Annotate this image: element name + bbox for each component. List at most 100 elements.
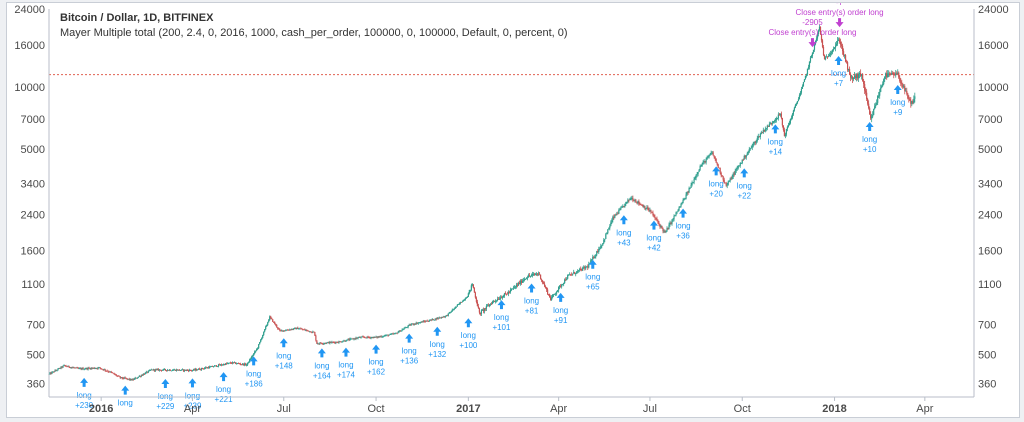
candle-body <box>55 370 57 372</box>
candle-body <box>504 293 507 295</box>
candle-body <box>558 286 560 291</box>
candle-body <box>422 321 424 323</box>
long-entry-profit: +162 <box>367 368 386 377</box>
candle-body <box>183 369 186 371</box>
candle-body <box>897 72 899 75</box>
candle-body <box>276 324 278 328</box>
y-tick-label-left: 7000 <box>21 114 45 126</box>
candle-body <box>852 76 854 80</box>
close-order-label: Close entry(s) order long <box>768 28 856 37</box>
candle-body <box>255 350 257 352</box>
candle-body <box>409 324 411 326</box>
candle-body <box>730 178 732 180</box>
candle-body <box>215 365 218 367</box>
candle-body <box>96 368 98 369</box>
candle-body <box>72 367 74 369</box>
candle-body <box>698 169 700 173</box>
candle-body <box>647 207 649 211</box>
candle-body <box>365 337 367 339</box>
long-entry-arrow-icon <box>619 215 628 225</box>
candle-body <box>652 212 654 216</box>
candle-body <box>92 367 94 369</box>
candle-body <box>684 198 686 200</box>
candle-body <box>219 364 222 366</box>
candle-body <box>517 282 520 286</box>
candle-body <box>464 298 466 300</box>
candle-body <box>186 369 189 371</box>
candle-body <box>867 98 869 104</box>
candle-body <box>311 332 313 334</box>
candle-body <box>495 300 498 302</box>
candle-body <box>354 338 356 340</box>
long-entry-label: long <box>524 297 539 306</box>
candle-body <box>241 364 243 366</box>
candle-body <box>716 162 718 165</box>
candle-body <box>530 275 533 276</box>
long-entry-arrow-icon <box>771 124 780 134</box>
candle-body <box>802 82 805 87</box>
candle-body <box>499 297 502 299</box>
candle-body <box>493 300 496 302</box>
candle-body <box>353 338 355 340</box>
candle-body <box>424 321 426 323</box>
candle-body <box>431 318 433 320</box>
candle-body <box>301 328 303 330</box>
axes: 360 360 500 500 700 700 1100 1100 1600 1600 2400 24… <box>14 4 1008 415</box>
candle-body <box>752 143 754 146</box>
candle-body <box>80 368 82 370</box>
candle-body <box>201 368 204 369</box>
candle-body <box>663 230 665 232</box>
candle-body <box>104 369 106 371</box>
candle-body <box>411 323 413 325</box>
candle-body <box>696 174 698 175</box>
candle-body <box>263 331 265 336</box>
candle-body <box>865 90 867 93</box>
candle-body <box>471 284 473 286</box>
candle-body <box>579 268 581 271</box>
candle-body <box>368 337 370 339</box>
candle-body <box>216 366 219 368</box>
candle-body <box>344 340 346 342</box>
candle-body <box>682 200 684 204</box>
candle-body <box>331 341 333 343</box>
candle-body <box>531 274 534 276</box>
candle-body <box>686 191 688 195</box>
candle-body <box>893 73 895 75</box>
candle-body <box>386 334 388 336</box>
candle-body <box>131 379 133 381</box>
candle-body <box>887 73 889 78</box>
candle-body <box>217 364 220 367</box>
candle-body <box>202 368 205 370</box>
long-entry-arrow-icon <box>712 166 721 176</box>
long-entry-arrow-icon <box>740 168 749 178</box>
long-entry-arrow-icon <box>527 283 536 293</box>
candle-body <box>857 74 859 79</box>
candle-body <box>648 210 650 211</box>
candle-body <box>434 318 436 320</box>
y-tick-label-right: 10000 <box>978 82 1009 94</box>
candle-body <box>313 331 315 333</box>
candle-body <box>291 328 293 330</box>
candle-body <box>668 224 670 229</box>
candle-body <box>289 329 291 331</box>
candle-body <box>482 309 485 312</box>
candle-body <box>194 369 197 371</box>
candle-body <box>184 369 187 371</box>
candle-body <box>702 161 704 165</box>
candle-body <box>546 287 548 290</box>
candle-body <box>343 340 345 342</box>
candle-body <box>509 289 512 292</box>
candle-body <box>892 72 894 74</box>
candle-body <box>264 329 266 332</box>
candle-body <box>149 370 151 371</box>
y-tick-label-left: 3400 <box>21 178 45 190</box>
candle-body <box>863 80 865 85</box>
candle-body <box>787 125 789 127</box>
candle-body <box>827 56 830 58</box>
candle-body <box>445 315 447 317</box>
candle-body <box>636 202 638 204</box>
candle-body <box>785 128 787 135</box>
candle-body <box>547 289 549 295</box>
candle-body <box>572 273 574 275</box>
candle-body <box>117 375 119 377</box>
